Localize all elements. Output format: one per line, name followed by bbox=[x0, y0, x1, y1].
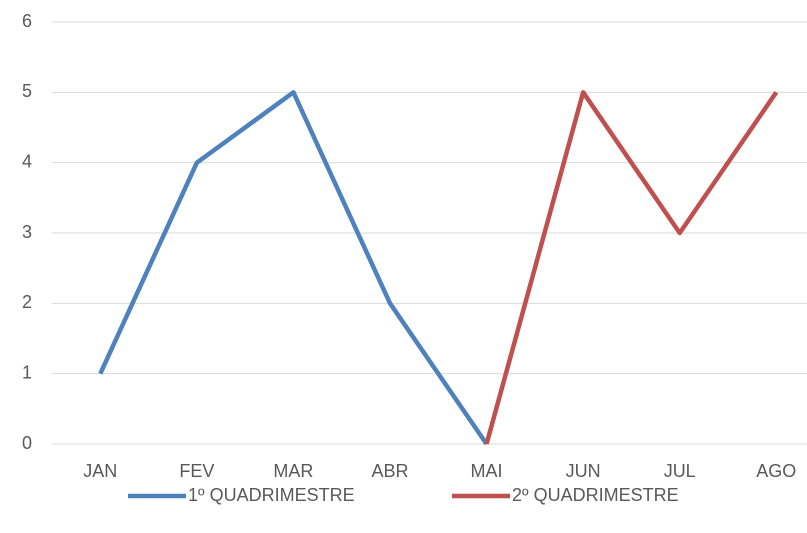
x-tick-label: AGO bbox=[756, 461, 796, 481]
x-tick-label: JUL bbox=[664, 461, 696, 481]
x-tick-label: JAN bbox=[83, 461, 117, 481]
y-tick-label: 0 bbox=[22, 433, 32, 453]
x-tick-label: ABR bbox=[371, 461, 408, 481]
legend-label: 1º QUADRIMESTRE bbox=[188, 485, 355, 505]
series-line bbox=[484, 90, 779, 445]
legend-label: 2º QUADRIMESTRE bbox=[512, 485, 679, 505]
x-tick-label: MAI bbox=[471, 461, 503, 481]
x-tick-label: JUN bbox=[566, 461, 601, 481]
y-tick-label: 2 bbox=[22, 292, 32, 312]
series-line bbox=[98, 90, 489, 446]
y-tick-label: 4 bbox=[22, 151, 32, 171]
y-tick-label: 5 bbox=[22, 81, 32, 101]
y-tick-label: 6 bbox=[22, 11, 32, 31]
y-tick-label: 3 bbox=[22, 222, 32, 242]
x-tick-label: MAR bbox=[273, 461, 313, 481]
x-tick-label: FEV bbox=[179, 461, 214, 481]
y-tick-label: 1 bbox=[22, 362, 32, 382]
